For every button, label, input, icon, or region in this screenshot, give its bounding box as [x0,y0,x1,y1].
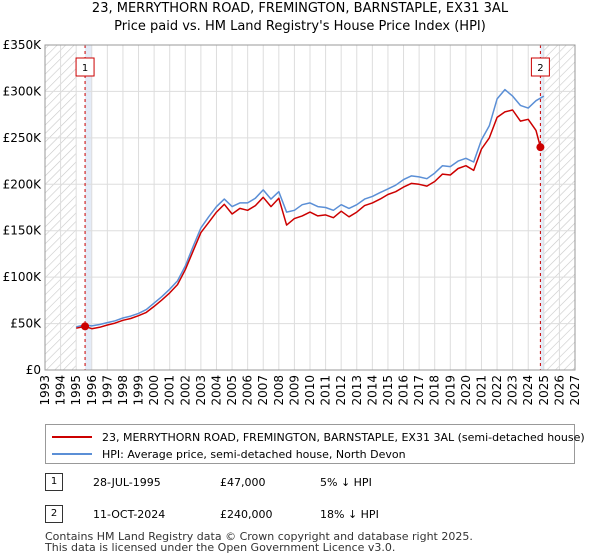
x-tick-label: 2017 [412,375,426,406]
sale-marker-label: 1 [82,63,88,74]
sale-number-badge: 1 [45,473,63,491]
shaded-region [540,45,544,370]
chart-title: 23, MERRYTHORN ROAD, FREMINGTON, BARNSTA… [0,0,600,36]
x-tick-label: 2019 [443,375,457,406]
x-tick-label: 2000 [147,375,161,406]
x-tick-label: 1993 [38,375,52,406]
series-line-property [76,109,542,330]
x-tick-label: 2024 [521,375,535,406]
sale-point [81,322,90,331]
sale-hpi-diff: 5% ↓ HPI [320,476,372,489]
x-tick-label: 2003 [194,375,208,406]
x-tick-label: 2022 [490,375,504,406]
sale-hpi-diff: 18% ↓ HPI [320,508,379,521]
legend-label-hpi: HPI: Average price, semi-detached house,… [102,447,406,461]
sale-marker-box [75,57,95,77]
x-tick-label: 2005 [225,375,239,406]
sale-number-badge: 2 [45,505,63,523]
legend-entry-hpi: HPI: Average price, semi-detached house,… [52,446,406,462]
x-tick-label: 2004 [209,375,223,406]
x-tick-label: 1994 [54,375,68,406]
legend-swatch-blue [52,453,92,455]
x-tick-label: 2018 [428,375,442,406]
x-tick-label: 2025 [537,375,551,406]
legend-entry-property: 23, MERRYTHORN ROAD, FREMINGTON, BARNSTA… [52,429,585,445]
footer-licence: This data is licensed under the Open Gov… [45,541,396,554]
sale-row: 1 28-JUL-1995 £47,000 5% ↓ HPI [45,472,575,494]
x-tick-label: 1995 [69,375,83,406]
x-tick-label: 2014 [365,375,379,406]
chart-legend: 23, MERRYTHORN ROAD, FREMINGTON, BARNSTA… [45,424,585,464]
plot-border [44,44,576,371]
x-tick-label: 2013 [350,375,364,406]
legend-label-property: 23, MERRYTHORN ROAD, FREMINGTON, BARNSTA… [102,430,585,444]
x-tick-label: 2023 [506,375,520,406]
y-tick-label: £350K [3,38,43,52]
x-tick-label: 2026 [552,375,566,406]
sale-price: £240,000 [220,508,273,521]
footer: Contains HM Land Registry data © Crown c… [45,531,473,553]
sale-date: 11-OCT-2024 [93,508,166,521]
y-tick-label: £300K [3,84,43,98]
y-tick-label: £0 [26,363,41,377]
chart-title-line-2: Price paid vs. HM Land Registry's House … [114,19,486,34]
shaded-region [85,45,92,370]
x-tick-label: 2008 [272,375,286,406]
chart-title-line-1: 23, MERRYTHORN ROAD, FREMINGTON, BARNSTA… [91,1,509,16]
y-tick-label: £200K [3,177,43,191]
x-tick-label: 2009 [287,375,301,406]
sale-marker-label: 2 [537,63,543,74]
y-tick-label: £250K [3,131,43,145]
x-tick-label: 2012 [334,375,348,406]
x-tick-label: 2006 [241,375,255,406]
x-tick-label: 1996 [85,375,99,406]
x-tick-label: 2020 [459,375,473,406]
sale-price: £47,000 [220,476,266,489]
y-tick-label: £50K [10,317,42,331]
x-tick-label: 1999 [132,375,146,406]
x-tick-label: 2016 [397,375,411,406]
x-tick-label: 1998 [116,375,130,406]
footer-copyright: Contains HM Land Registry data © Crown c… [45,530,473,543]
sale-point [536,143,545,152]
x-tick-label: 2010 [303,375,317,406]
x-tick-label: 2002 [178,375,192,406]
x-tick-label: 2027 [568,375,582,406]
sale-date: 28-JUL-1995 [93,476,161,489]
legend-swatch-red [52,436,92,438]
sale-marker-box [530,57,550,77]
x-tick-label: 2007 [256,375,270,406]
x-tick-label: 2015 [381,375,395,406]
x-tick-label: 2001 [163,375,177,406]
y-tick-label: £100K [3,270,43,284]
x-tick-label: 1997 [100,375,114,406]
series-line-hpi [76,88,545,328]
sale-row: 2 11-OCT-2024 £240,000 18% ↓ HPI [45,504,575,526]
x-tick-label: 2011 [319,375,333,406]
y-tick-label: £150K [3,224,43,238]
x-tick-label: 2021 [474,375,488,406]
